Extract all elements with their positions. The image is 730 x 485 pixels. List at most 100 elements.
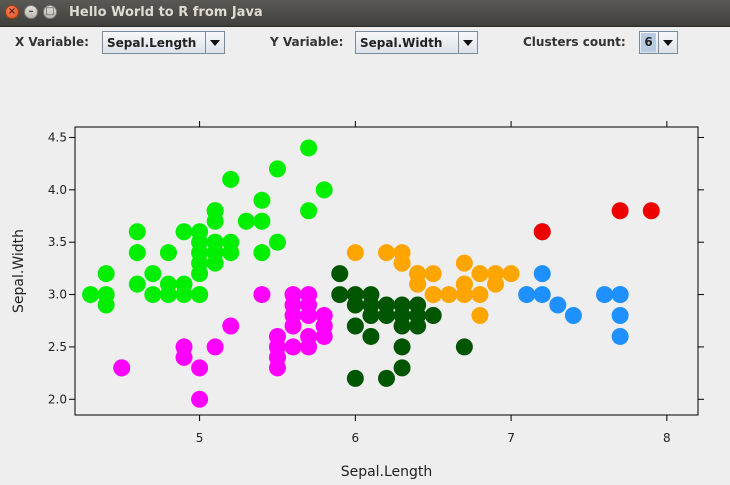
cluster-1-point [144,286,162,304]
cluster-1-point [206,202,224,220]
cluster-2-point [222,317,240,335]
cluster-4-point [393,254,411,272]
cluster-1-point [82,286,100,304]
x-variable-select[interactable]: Sepal.Length [102,31,225,54]
cluster-1-point [128,244,146,262]
cluster-3-point [455,338,473,356]
cluster-5-point [596,286,614,304]
cluster-3-point [346,317,364,335]
cluster-5-point [611,327,629,345]
chevron-down-icon[interactable] [458,32,477,53]
cluster-6-point [611,202,629,220]
cluster-3-point [331,265,349,283]
cluster-1-point [206,233,224,251]
cluster-3-point [393,317,411,335]
chevron-down-icon[interactable] [205,32,224,53]
cluster-4-point [424,265,442,283]
cluster-3-point [362,307,380,325]
cluster-3-point [378,307,395,325]
cluster-1-point [128,275,146,293]
cluster-5-point [611,286,629,304]
y-tick-label: 3.0 [48,288,67,302]
cluster-1-point [159,244,177,262]
cluster-5-point [518,286,536,304]
cluster-4-point [471,307,489,325]
y-variable-select[interactable]: Sepal.Width [355,31,478,54]
clusters-count-value: 6 [641,33,656,52]
cluster-1-point [159,275,177,293]
cluster-4-point [378,244,395,262]
cluster-4-point [471,286,489,304]
cluster-2-point [300,327,318,345]
x-tick-label: 6 [352,431,360,445]
cluster-1-point [175,223,193,241]
cluster-1-point [268,160,286,178]
cluster-2-point [253,286,271,304]
cluster-1-point [222,233,240,251]
cluster-3-point [331,286,349,304]
cluster-2-point [191,359,209,377]
cluster-4-point [471,265,489,283]
cluster-1-point [128,223,146,241]
x-variable-label: X Variable: [15,35,89,49]
cluster-4-point [424,286,442,304]
cluster-2-point [315,307,333,325]
cluster-1-point [300,202,318,220]
cluster-6-point [533,223,551,241]
y-axis-label: Sepal.Width [11,229,27,313]
cluster-1-point [97,265,115,283]
y-tick-label: 4.5 [48,130,67,144]
x-tick-label: 5 [196,431,204,445]
cluster-1-point [175,275,193,293]
cluster-2-point [191,390,209,408]
cluster-1-point [253,244,271,262]
cluster-2-point [268,348,286,366]
cluster-1-point [191,223,209,241]
cluster-3-point [362,327,380,345]
y-tick-label: 2.5 [48,340,67,354]
x-variable-value: Sepal.Length [107,36,197,50]
cluster-6-point [642,202,660,220]
y-tick-label: 3.5 [48,235,67,249]
cluster-1-point [315,181,333,199]
x-tick-label: 8 [663,431,671,445]
minimize-window-icon[interactable]: – [24,5,38,19]
x-tick-label: 7 [507,431,515,445]
cluster-2-point [175,338,193,356]
cluster-4-point [409,275,427,293]
cluster-2-point [113,359,131,377]
chevron-down-icon[interactable] [658,32,677,53]
window-title: Hello World to R from Java [69,5,263,20]
title-bar[interactable]: × – □ Hello World to R from Java [0,0,730,27]
cluster-1-point [97,296,115,314]
cluster-2-point [284,286,302,304]
cluster-3-point [424,307,442,325]
cluster-1-point [253,212,271,230]
cluster-3-point [346,369,364,387]
y-tick-label: 2.0 [48,392,67,406]
cluster-4-point [346,244,364,262]
maximize-window-icon[interactable]: □ [43,5,57,19]
cluster-2-point [268,327,286,345]
cluster-4-point [455,254,473,272]
cluster-5-point [549,296,567,314]
x-axis-label: Sepal.Length [341,464,433,480]
cluster-1-point [222,170,240,188]
cluster-1-point [144,265,162,283]
cluster-3-point [393,359,411,377]
clusters-count-select[interactable]: 6 [639,31,678,54]
cluster-4-point [440,286,458,304]
cluster-1-point [191,286,209,304]
cluster-2-point [206,338,224,356]
close-window-icon[interactable]: × [5,5,19,19]
cluster-4-point [502,265,520,283]
cluster-5-point [611,307,629,325]
y-variable-value: Sepal.Width [360,36,443,50]
cluster-5-point [533,265,551,283]
cluster-1-point [237,212,255,230]
cluster-1-point [268,233,286,251]
cluster-3-point [393,338,411,356]
cluster-3-point [409,317,427,335]
cluster-2-point [300,286,318,304]
